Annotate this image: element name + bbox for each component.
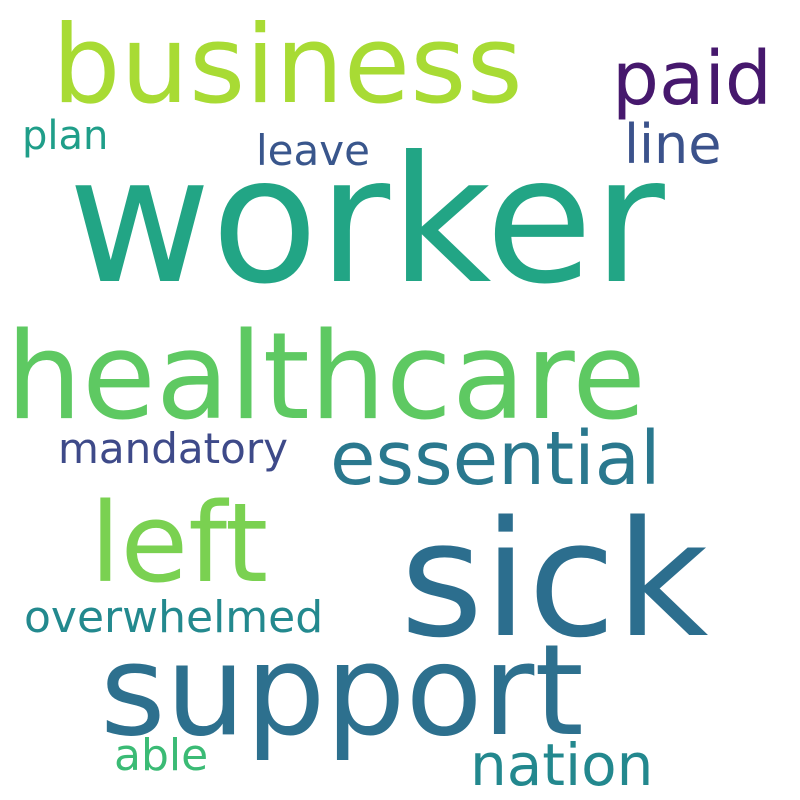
- word-paid: paid: [612, 36, 772, 122]
- word-essential: essential: [330, 416, 661, 502]
- word-left: left: [90, 479, 269, 607]
- word-healthcare: healthcare: [6, 308, 646, 447]
- word-business: business: [52, 3, 523, 128]
- word-plan: plan: [22, 113, 109, 159]
- word-leave: leave: [256, 126, 370, 175]
- word-able: able: [114, 730, 209, 781]
- word-sick: sick: [400, 486, 709, 673]
- word-overwhelmed: overwhelmed: [24, 592, 324, 643]
- word-support: support: [100, 617, 584, 764]
- word-worker: worker: [68, 120, 665, 323]
- word-line: line: [624, 113, 722, 176]
- word-mandatory: mandatory: [58, 424, 288, 473]
- word-nation: nation: [470, 731, 654, 799]
